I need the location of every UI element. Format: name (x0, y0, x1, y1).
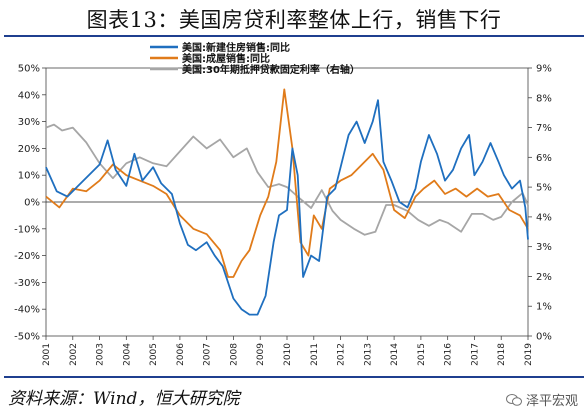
y-right-tick-label: 7% (536, 123, 552, 134)
y-left-tick-label: 50% (18, 64, 40, 75)
x-tick-label: 2006 (176, 343, 186, 366)
x-tick-label: 2013 (363, 343, 373, 366)
watermark: 泽平宏观 (505, 390, 578, 409)
chart-legend: 美国:新建住房销售:同比美国:成屋销售:同比美国:30年期抵押贷款固定利率（右轴… (150, 41, 360, 76)
y-right-tick-label: 2% (536, 272, 552, 283)
x-tick-label: 2012 (337, 343, 347, 366)
x-tick-label: 2011 (310, 343, 320, 366)
series-line-1 (45, 88, 529, 278)
x-tick-label: 2009 (256, 343, 266, 366)
x-tick-label: 2004 (122, 343, 132, 366)
x-tick-label: 2014 (390, 343, 400, 366)
wechat-icon (505, 393, 522, 406)
x-tick-label: 2007 (203, 343, 213, 366)
y-left-tick-label: 30% (18, 117, 40, 128)
legend-label: 美国:成屋销售:同比 (182, 52, 270, 65)
y-right-tick-label: 5% (536, 183, 552, 194)
y-right-tick-label: 1% (536, 302, 552, 313)
y-left-tick-label: 10% (18, 171, 40, 182)
watermark-text: 泽平宏观 (525, 394, 578, 409)
x-tick-label: 2003 (96, 343, 106, 366)
x-tick-label: 2018 (497, 343, 507, 366)
series-line-2 (45, 123, 529, 236)
y-left-tick-label: 40% (18, 90, 40, 101)
x-tick-label: 2019 (524, 343, 534, 366)
x-tick-label: 2002 (69, 343, 79, 366)
y-left-tick-label: -50% (14, 332, 40, 343)
y-left-tick-label: -20% (14, 251, 40, 262)
y-left-tick-label: 20% (18, 144, 40, 155)
y-right-tick-label: 6% (536, 153, 552, 164)
x-tick-label: 2001 (42, 343, 52, 366)
y-right-tick-label: 0% (536, 332, 552, 343)
y-right-tick-label: 4% (536, 212, 552, 223)
y-right-tick-label: 3% (536, 242, 552, 253)
series-line-0 (45, 99, 529, 316)
x-tick-label: 2016 (444, 343, 454, 366)
y-right-tick-label: 9% (536, 64, 552, 75)
y-left-tick-label: -10% (14, 224, 40, 235)
y-right-tick-label: 8% (536, 93, 552, 104)
y-left-tick-label: 0% (24, 198, 40, 209)
combo-line-chart: -50% -40% -30% -20% -10% 0% 10% 20% 30% 40% 50% 0% 1… (14, 41, 552, 366)
legend-label: 美国:新建住房销售:同比 (182, 41, 290, 54)
x-tick-label: 2008 (229, 343, 239, 366)
legend-label: 美国:30年期抵押贷款固定利率（右轴） (182, 63, 360, 76)
title-divider (4, 35, 584, 37)
source-note: 资料来源：Wind，恒大研究院 (8, 389, 240, 409)
chart-title: 图表13：美国房贷利率整体上行，销售下行 (86, 8, 502, 32)
chart-series (45, 88, 529, 316)
y-left-tick-label: -30% (14, 278, 40, 289)
x-tick-label: 2010 (283, 343, 293, 366)
chart-axes: -50% -40% -30% -20% -10% 0% 10% 20% 30% 40% 50% 0% 1… (14, 64, 552, 366)
x-tick-label: 2005 (149, 343, 159, 366)
x-tick-label: 2015 (417, 343, 427, 366)
y-left-tick-label: -40% (14, 305, 40, 316)
x-tick-label: 2017 (470, 343, 480, 366)
footer-divider (4, 376, 584, 378)
